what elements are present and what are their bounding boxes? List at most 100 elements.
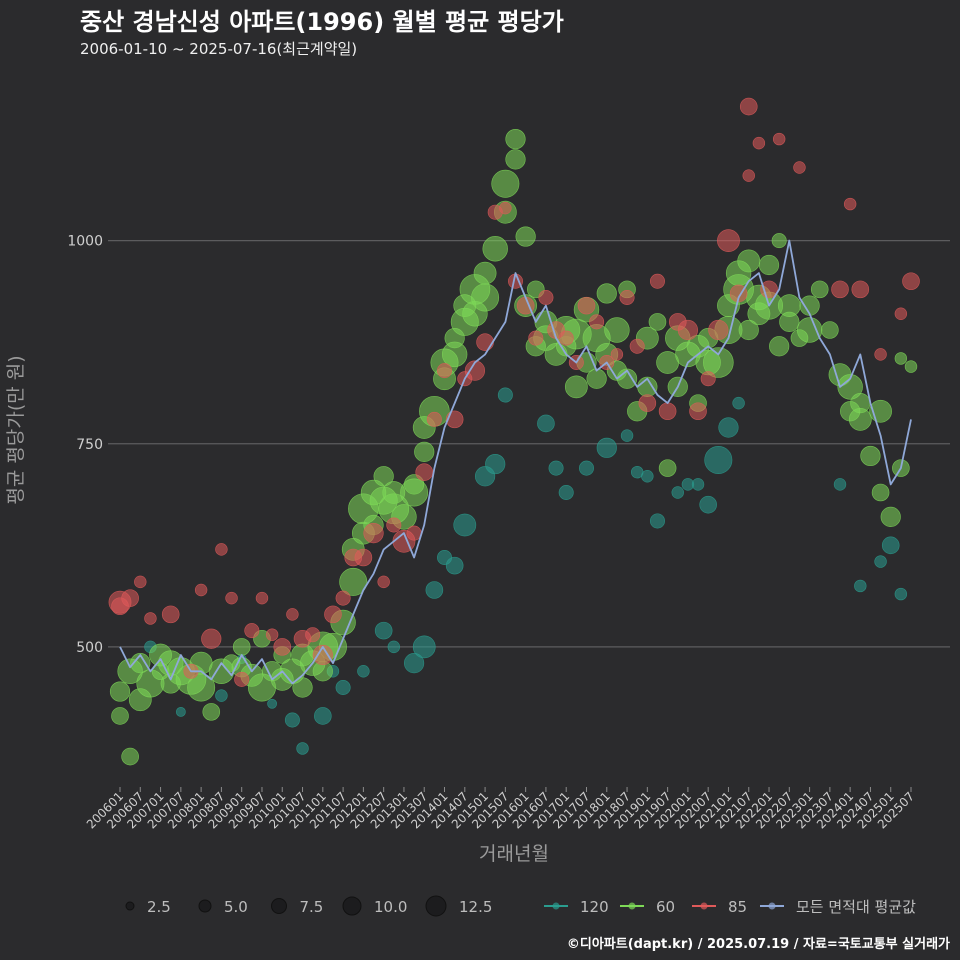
point-85 — [201, 628, 222, 649]
point-120 — [537, 414, 555, 433]
point-60 — [232, 638, 251, 656]
point-85 — [305, 627, 321, 643]
point-120 — [699, 495, 717, 514]
color-legend-dot — [768, 902, 776, 910]
point-60 — [771, 233, 787, 249]
point-60 — [564, 375, 588, 399]
point-85 — [831, 280, 849, 299]
point-85 — [244, 623, 260, 639]
point-85 — [739, 97, 758, 116]
point-60 — [810, 280, 829, 299]
point-85 — [689, 402, 707, 421]
size-legend: 2.5 5.0 7.5 10.0 12.5 — [125, 895, 492, 917]
point-120 — [641, 470, 654, 483]
scatter-points — [108, 97, 920, 766]
point-120 — [374, 621, 393, 640]
point-120 — [558, 484, 574, 500]
point-60 — [894, 352, 908, 365]
point-60 — [837, 374, 863, 400]
point-120 — [578, 460, 594, 476]
point-85 — [708, 319, 729, 341]
point-85 — [377, 575, 390, 589]
size-legend-label: 5.0 — [224, 898, 248, 916]
y-axis-label: 평균 평당가(만 원) — [5, 355, 27, 504]
point-120 — [412, 635, 436, 659]
point-85 — [161, 605, 180, 624]
point-85 — [225, 591, 238, 605]
point-60 — [777, 294, 801, 318]
point-60 — [505, 128, 526, 150]
point-60 — [130, 653, 151, 674]
point-60 — [292, 677, 313, 698]
color-legend-dot — [700, 902, 708, 910]
point-85 — [700, 371, 716, 387]
point-85 — [902, 272, 920, 291]
point-85 — [437, 363, 453, 379]
point-60 — [658, 459, 677, 477]
point-120 — [671, 486, 684, 499]
point-120 — [548, 460, 564, 476]
size-legend-key — [342, 896, 362, 916]
point-120 — [894, 587, 908, 601]
point-120 — [314, 707, 332, 725]
point-120 — [284, 712, 300, 728]
x-axis-label: 거래년월 — [479, 843, 549, 865]
color-legend-label: 모든 면적대 평균값 — [796, 898, 916, 916]
point-85 — [658, 402, 677, 421]
point-85 — [265, 628, 279, 641]
point-120 — [833, 478, 847, 491]
point-85 — [415, 463, 434, 481]
point-85 — [194, 583, 208, 597]
x-axis-ticks: 2006012006072007012007072008012008072009… — [84, 787, 917, 832]
point-85 — [528, 330, 544, 346]
average-line-path — [119, 239, 912, 685]
point-120 — [357, 665, 370, 678]
source-caption: ©디아파트(dapt.kr) / 2025.07.19 / 자료=국토교통부 실… — [566, 937, 950, 952]
point-120 — [732, 396, 745, 410]
point-85 — [406, 525, 422, 541]
size-legend-key — [125, 901, 135, 911]
point-60 — [737, 249, 761, 273]
point-85 — [752, 136, 766, 150]
point-60 — [796, 317, 823, 343]
point-85 — [558, 330, 574, 346]
point-120 — [691, 478, 705, 491]
point-85 — [538, 289, 554, 305]
color-legend-label: 60 — [656, 898, 675, 916]
point-60 — [821, 321, 839, 339]
point-120 — [596, 437, 617, 458]
point-85 — [874, 348, 887, 361]
point-60 — [491, 169, 520, 198]
point-120 — [403, 653, 425, 674]
point-85 — [426, 411, 442, 427]
point-85 — [215, 543, 228, 556]
point-85 — [134, 575, 147, 589]
point-85 — [589, 314, 605, 330]
point-85 — [335, 590, 351, 606]
point-120 — [881, 536, 900, 555]
point-60 — [515, 226, 536, 247]
color-legend-dot — [552, 902, 560, 910]
point-85 — [619, 289, 635, 305]
average-line — [119, 239, 912, 685]
point-85 — [894, 307, 908, 320]
point-85 — [772, 132, 786, 146]
point-60 — [648, 313, 667, 331]
chart-title: 중산 경남신성 아파트(1996) 월별 평균 평당가 — [80, 8, 564, 36]
point-60 — [850, 393, 871, 414]
point-120 — [296, 742, 309, 755]
point-85 — [386, 517, 402, 533]
point-60 — [339, 567, 368, 596]
point-60 — [904, 360, 918, 373]
point-60 — [758, 254, 780, 276]
point-60 — [202, 703, 221, 721]
point-85 — [324, 605, 342, 624]
point-120 — [718, 417, 739, 438]
point-85 — [234, 671, 250, 687]
color-legend: 120 60 85 모든 면적대 평균값 — [544, 898, 916, 916]
point-60 — [703, 347, 734, 378]
point-120 — [175, 706, 186, 717]
point-85 — [677, 319, 698, 341]
color-legend-label: 120 — [580, 898, 609, 916]
